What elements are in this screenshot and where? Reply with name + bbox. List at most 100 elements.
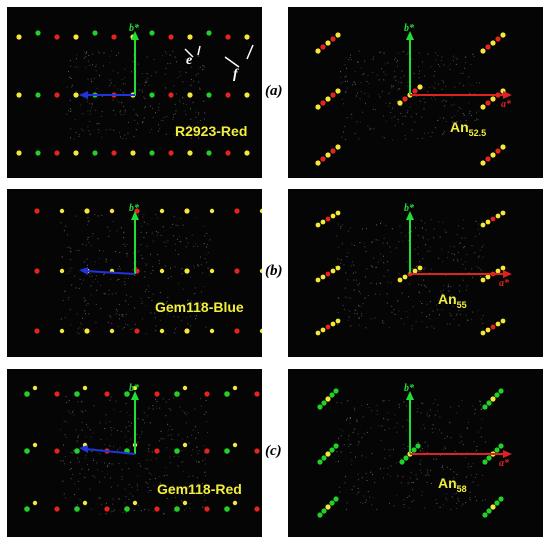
diffraction-spot <box>224 448 230 454</box>
noise-speck <box>418 253 419 254</box>
noise-speck <box>124 327 125 328</box>
noise-speck <box>423 280 424 281</box>
noise-speck <box>85 67 86 68</box>
noise-speck <box>442 261 443 262</box>
noise-speck <box>407 419 408 420</box>
noise-speck <box>156 231 157 232</box>
diffraction-spot <box>60 209 64 213</box>
diffraction-spot <box>496 269 501 274</box>
diffraction-spot <box>325 504 330 509</box>
noise-speck <box>472 463 473 464</box>
noise-speck <box>166 447 167 448</box>
noise-speck <box>377 74 378 75</box>
noise-speck <box>402 293 403 294</box>
noise-speck <box>387 293 388 294</box>
noise-speck <box>384 400 385 401</box>
diffraction-spot <box>336 319 341 324</box>
diffraction-spot <box>210 209 214 213</box>
sample-label-subscript: 52.5 <box>469 128 487 138</box>
noise-speck <box>87 111 88 112</box>
noise-speck <box>358 443 359 444</box>
diffraction-spot <box>480 48 485 53</box>
noise-speck <box>111 323 112 324</box>
noise-speck <box>417 411 418 412</box>
noise-speck <box>362 74 363 75</box>
noise-speck <box>351 265 352 266</box>
noise-speck <box>360 293 361 294</box>
noise-speck <box>121 114 122 115</box>
noise-speck <box>407 52 408 53</box>
noise-speck <box>358 488 359 489</box>
noise-speck <box>141 255 142 256</box>
noise-speck <box>121 479 122 480</box>
noise-speck <box>454 246 455 247</box>
noise-speck <box>413 482 414 483</box>
noise-speck <box>381 68 382 69</box>
noise-speck <box>362 228 363 229</box>
noise-speck <box>441 248 442 249</box>
noise-speck <box>417 247 418 248</box>
noise-speck <box>64 291 65 292</box>
diffraction-spot <box>92 150 97 155</box>
noise-speck <box>423 98 424 99</box>
noise-speck <box>130 296 131 297</box>
noise-speck <box>87 265 88 266</box>
b-star-label: b* <box>404 203 414 214</box>
noise-speck <box>349 311 350 312</box>
noise-speck <box>134 510 135 511</box>
noise-speck <box>87 427 88 428</box>
noise-speck <box>86 52 87 53</box>
noise-speck <box>354 245 355 246</box>
noise-speck <box>402 476 403 477</box>
noise-speck <box>204 472 205 473</box>
noise-speck <box>470 492 471 493</box>
noise-speck <box>145 263 146 264</box>
noise-speck <box>339 487 340 488</box>
noise-speck <box>158 232 159 233</box>
noise-speck <box>397 90 398 91</box>
noise-speck <box>186 422 187 423</box>
noise-speck <box>85 410 86 411</box>
noise-speck <box>157 254 158 255</box>
diffraction-spot <box>224 391 230 397</box>
a-star-label: a* <box>499 278 509 289</box>
noise-speck <box>87 258 88 259</box>
noise-speck <box>453 260 454 261</box>
noise-speck <box>119 463 120 464</box>
noise-speck <box>126 512 127 513</box>
diffraction-spot <box>33 443 37 447</box>
noise-speck <box>417 479 418 480</box>
noise-speck <box>109 445 110 446</box>
noise-speck <box>435 99 436 100</box>
noise-speck <box>152 270 153 271</box>
noise-speck <box>84 301 85 302</box>
noise-speck <box>354 408 355 409</box>
noise-speck <box>456 64 457 65</box>
noise-speck <box>124 69 125 70</box>
noise-speck <box>206 400 207 401</box>
diffraction-spot <box>482 404 487 409</box>
noise-speck <box>437 410 438 411</box>
noise-speck <box>126 314 127 315</box>
noise-speck <box>409 284 410 285</box>
noise-speck <box>419 70 420 71</box>
noise-speck <box>352 261 353 262</box>
noise-speck <box>366 81 367 82</box>
noise-speck <box>344 309 345 310</box>
b-star-label: b* <box>404 383 414 394</box>
noise-speck <box>446 121 447 122</box>
noise-speck <box>483 244 484 245</box>
noise-speck <box>400 232 401 233</box>
noise-speck <box>428 416 429 417</box>
noise-speck <box>202 460 203 461</box>
diffraction-spot <box>321 275 326 280</box>
noise-speck <box>115 293 116 294</box>
noise-speck <box>109 463 110 464</box>
noise-speck <box>140 466 141 467</box>
noise-speck <box>345 476 346 477</box>
noise-speck <box>198 432 199 433</box>
noise-speck <box>440 117 441 118</box>
noise-speck <box>64 230 65 231</box>
noise-speck <box>348 435 349 436</box>
noise-speck <box>427 446 428 447</box>
